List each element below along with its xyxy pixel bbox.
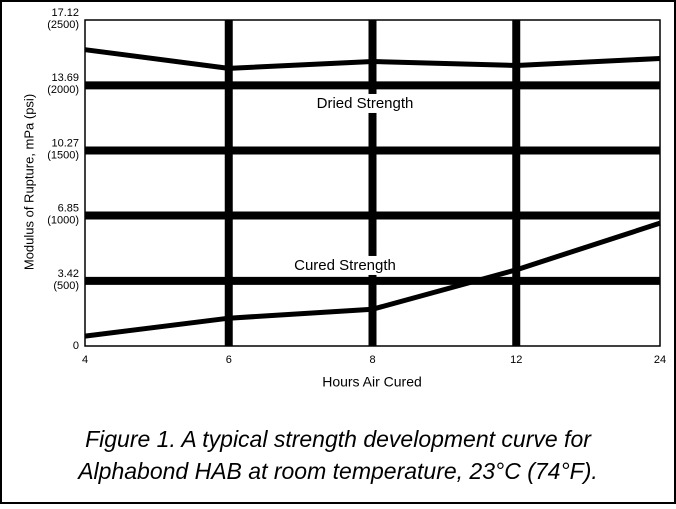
series-label: Cured Strength [294,257,396,274]
y-tick-label: 3.42 [58,268,79,280]
y-tick-label: 6.85 [58,202,79,214]
caption-line: Figure 1. A typical strength development… [85,426,592,452]
caption-line: Alphabond HAB at room temperature, 23°C … [76,458,598,484]
y-tick-label: (1000) [47,214,79,226]
y-tick-label: 0 [73,340,79,352]
x-tick-label: 4 [82,354,88,366]
y-tick-label: 10.27 [51,137,79,149]
x-tick-label: 24 [654,354,666,366]
y-tick-label: (2000) [47,84,79,96]
series-label: Dried Strength [317,95,414,112]
y-axis-label: Modulus of Rupture, mPa (psi) [21,94,36,270]
label-background [313,93,417,113]
y-tick-label: 17.12 [51,7,79,19]
series-line [84,220,661,339]
x-axis-label: Hours Air Cured [322,374,422,390]
x-tick-label: 12 [510,354,522,366]
y-tick-label: (1500) [47,149,79,161]
series-line [84,47,661,71]
label-background [291,255,399,275]
y-tick-label: (500) [53,280,79,292]
y-tick-label: 13.69 [51,72,79,84]
x-tick-label: 8 [369,354,375,366]
y-tick-label: (2500) [47,19,79,31]
x-tick-label: 6 [226,354,232,366]
